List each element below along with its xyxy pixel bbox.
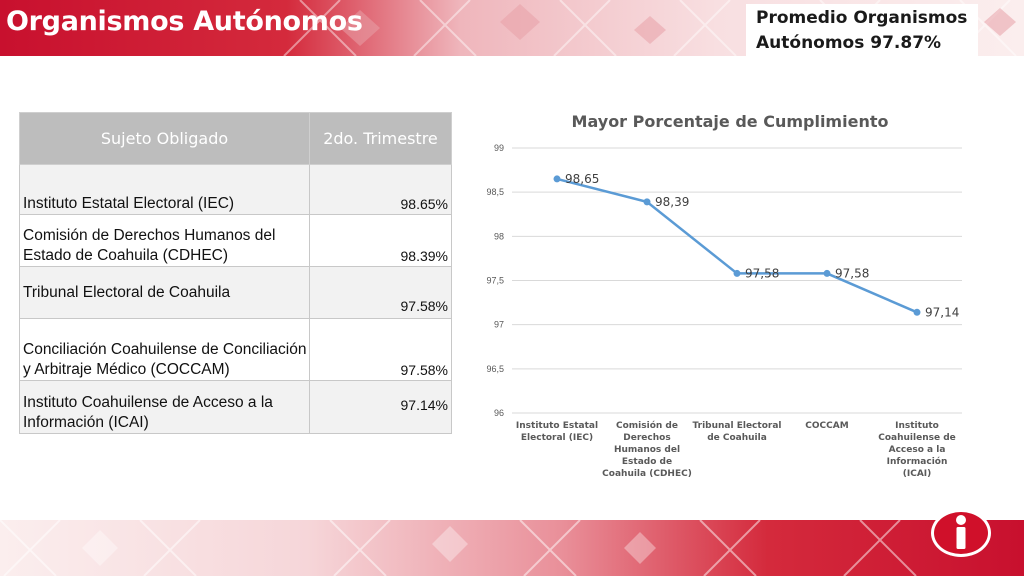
data-label: 98,39 [655, 195, 689, 209]
column-header-quarter: 2do. Trimestre [309, 112, 452, 165]
subject-name: Instituto Coahuilense de Acceso a la Inf… [19, 380, 310, 434]
average-summary: Promedio Organismos Autónomos 97.87% [746, 4, 978, 58]
table-row: Conciliación Coahuilense de Conciliación… [19, 318, 452, 381]
subject-value: 98.65% [309, 164, 452, 215]
y-tick-label: 96 [494, 408, 504, 418]
compliance-table: Sujeto Obligado 2do. Trimestre Instituto… [19, 112, 452, 434]
x-tick-label: Instituto Estatal Electoral (IEC) [515, 421, 599, 443]
subject-name: Conciliación Coahuilense de Conciliación… [19, 318, 310, 381]
x-axis-labels: Instituto Estatal Electoral (IEC) Comisió… [480, 420, 980, 479]
compliance-chart: Mayor Porcentaje de Cumplimiento 96 96,5 9… [480, 104, 980, 479]
data-point [913, 308, 921, 316]
data-label: 97,58 [835, 266, 869, 280]
data-label: 98,65 [565, 172, 599, 186]
data-label: 97,14 [925, 305, 959, 319]
data-point [643, 198, 651, 206]
y-tick-label: 98,5 [486, 187, 504, 197]
x-tick-label: Instituto Coahuilense de Acceso a la Inf… [878, 421, 956, 479]
average-line-2: Autónomos 97.87% [756, 33, 942, 53]
chart-plot: 96 96,5 97 97,5 98 98,5 99 98,65 98,39 97,58 97,58… [486, 143, 962, 418]
series-line [556, 177, 918, 314]
footer-band [0, 520, 1024, 576]
data-label: 97,58 [745, 266, 779, 280]
subject-name: Comisión de Derechos Humanos del Estado … [19, 214, 310, 267]
average-line-1: Promedio Organismos [756, 8, 968, 28]
footer-pattern [0, 520, 1024, 576]
y-tick-label: 97,5 [486, 276, 504, 286]
subject-name: Tribunal Electoral de Coahuila [19, 266, 310, 319]
subject-value: 97.58% [309, 266, 452, 319]
x-tick-label: Tribunal Electoral de Coahuila [692, 421, 782, 443]
y-tick-label: 98 [494, 231, 504, 241]
y-tick-label: 99 [494, 143, 504, 153]
table-header-row: Sujeto Obligado 2do. Trimestre [19, 112, 452, 165]
page-title: Organismos Autónomos [6, 6, 363, 37]
x-tick-label: COCCAM [805, 421, 849, 431]
chart-title: Mayor Porcentaje de Cumplimiento [571, 112, 889, 131]
table-row: Comisión de Derechos Humanos del Estado … [19, 214, 452, 267]
subject-value: 97.58% [309, 318, 452, 381]
x-tick-label: Comisión de Derechos Humanos del Estado … [602, 421, 692, 479]
subject-name: Instituto Estatal Electoral (IEC) [19, 164, 310, 215]
table-row: Instituto Coahuilense de Acceso a la Inf… [19, 380, 452, 434]
info-i-icon [930, 506, 992, 558]
table-row: Tribunal Electoral de Coahuila 97.58% [19, 266, 452, 319]
column-header-subject: Sujeto Obligado [19, 112, 310, 165]
table-row: Instituto Estatal Electoral (IEC) 98.65% [19, 164, 452, 215]
data-point [823, 269, 831, 277]
data-point [733, 269, 741, 277]
subject-value: 98.39% [309, 214, 452, 267]
y-tick-label: 97 [494, 320, 504, 330]
data-point [553, 175, 561, 183]
y-tick-label: 96,5 [486, 364, 504, 374]
subject-value: 97.14% [309, 380, 452, 434]
